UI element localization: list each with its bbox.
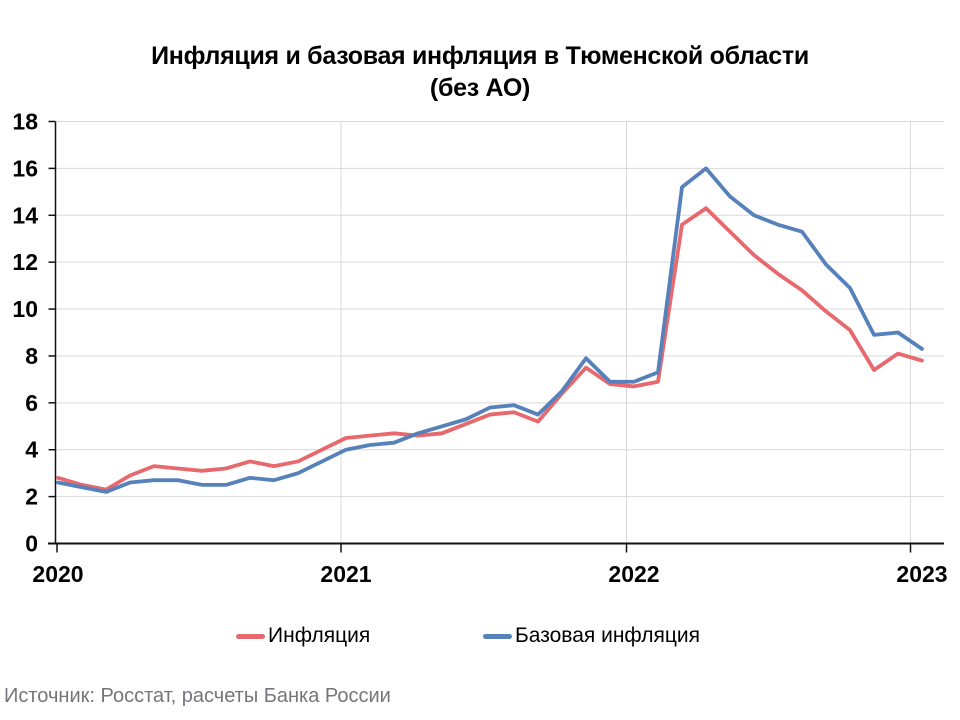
x-tick-label: 2020 — [32, 561, 83, 587]
y-tick-label: 14 — [12, 202, 38, 228]
chart-title-line2: (без АО) — [429, 74, 531, 102]
x-tick-label: 2023 — [896, 561, 947, 587]
y-tick-label: 0 — [25, 531, 38, 557]
y-tick-label: 18 — [12, 109, 38, 135]
legend-item-core-inflation: Базовая инфляция — [483, 624, 701, 647]
x-tick-label: 2021 — [320, 561, 371, 587]
y-tick-label: 10 — [12, 296, 38, 322]
chart-title-line1: Инфляция и базовая инфляция в Тюменской … — [151, 42, 809, 70]
y-tick-label: 6 — [25, 390, 38, 416]
x-tick-label: 2022 — [608, 561, 659, 587]
y-tick-label: 2 — [25, 484, 38, 510]
legend-swatch-inflation — [236, 633, 265, 639]
legend-label-inflation: Инфляция — [268, 624, 371, 647]
y-tick-label: 12 — [12, 249, 38, 275]
chart-title: Инфляция и базовая инфляция в Тюменской … — [0, 40, 960, 104]
core-inflation-line — [56, 166, 924, 494]
y-tick-label: 8 — [25, 343, 38, 369]
legend-swatch-core-inflation — [483, 633, 512, 639]
y-tick-label: 4 — [25, 437, 38, 463]
legend-item-inflation: Инфляция — [236, 624, 371, 647]
legend-label-core-inflation: Базовая инфляция — [515, 624, 701, 647]
inflation-line — [56, 206, 924, 492]
source-note: Источник: Росстат, расчеты Банка России — [4, 685, 391, 707]
y-tick-label: 16 — [12, 155, 38, 181]
plot-svg: 0 2 4 6 8 10 12 14 16 18 2020 2021 2022 2023 — [12, 109, 947, 588]
